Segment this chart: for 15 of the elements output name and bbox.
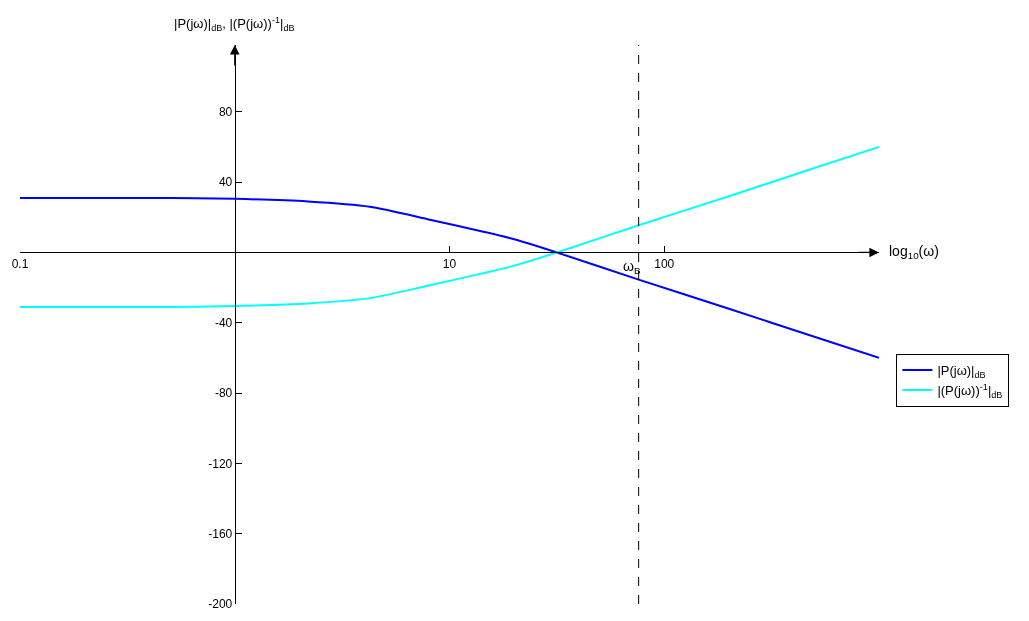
- y-tick-label: 40: [218, 175, 233, 190]
- y-tick-label: -200: [208, 597, 233, 612]
- y-tick-label: -120: [208, 456, 233, 471]
- x-tick-label: 100: [654, 256, 675, 271]
- ref-line-label: ω$_{B}$: [623, 258, 641, 276]
- y-tick-label: 80: [218, 105, 233, 119]
- x-tick-label: 10: [442, 256, 457, 271]
- x-axis-title: log$_{10}$(ω): [889, 243, 939, 261]
- y-tick-label: -40: [214, 315, 233, 330]
- legend-label: |(P(jω))$^{-1}$|$_{dB}$: [937, 381, 1003, 400]
- x-tick-label: 0.1: [11, 256, 29, 271]
- legend-label: |P(jω)|$_{dB}$: [937, 363, 986, 380]
- y-tick-label: -80: [214, 386, 233, 401]
- y-tick-label: -160: [208, 526, 233, 541]
- y-axis-title: |P(jω)|$_{dB}$, |(P(jω))$^{-1}$|$_{dB}$: [174, 15, 295, 34]
